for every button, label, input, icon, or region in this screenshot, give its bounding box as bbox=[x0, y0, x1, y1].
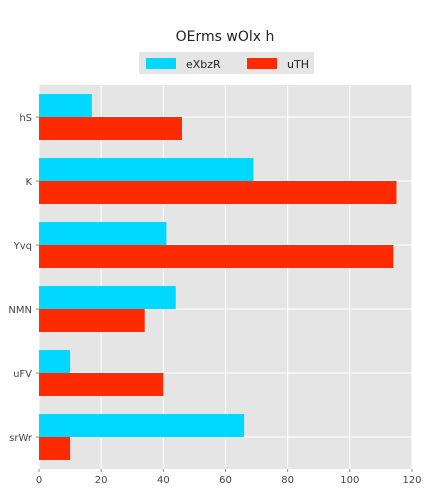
bar-eXbzR-K bbox=[39, 158, 254, 181]
x-tick-label: 100 bbox=[340, 475, 359, 486]
y-axis: hS K Yvq NMN uFV srWr bbox=[8, 113, 39, 444]
bar-uTH-NMN bbox=[39, 309, 145, 332]
bar-eXbzR-uFV bbox=[39, 350, 71, 373]
y-tick-label: uFV bbox=[13, 369, 32, 380]
y-tick-label: Yvq bbox=[13, 241, 32, 252]
y-tick-label: NMN bbox=[8, 305, 32, 316]
x-tick-label: 120 bbox=[402, 475, 421, 486]
x-tick-label: 40 bbox=[157, 475, 170, 486]
y-tick-label: K bbox=[25, 177, 32, 188]
legend-label-uTH: uTH bbox=[287, 58, 309, 71]
bar-eXbzR-srWr bbox=[39, 414, 245, 437]
x-tick-label: 60 bbox=[219, 475, 232, 486]
x-axis: 0 20 40 60 80 100 120 bbox=[36, 469, 422, 486]
x-tick-label: 80 bbox=[281, 475, 294, 486]
bar-eXbzR-Yvq bbox=[39, 222, 167, 245]
bar-uTH-hS bbox=[39, 117, 182, 140]
y-tick-label: srWr bbox=[9, 433, 33, 444]
legend-swatch-eXbzR bbox=[146, 58, 176, 69]
bar-uTH-Yvq bbox=[39, 245, 394, 268]
y-tick-label: hS bbox=[19, 113, 32, 124]
bar-eXbzR-hS bbox=[39, 94, 92, 117]
bar-eXbzR-NMN bbox=[39, 286, 176, 309]
bars bbox=[39, 94, 397, 460]
x-tick-label: 20 bbox=[95, 475, 108, 486]
x-tick-label: 0 bbox=[36, 475, 42, 486]
bar-uTH-uFV bbox=[39, 373, 164, 396]
legend: eXbzR uTH bbox=[139, 52, 314, 74]
chart-title: OErms wOlx h bbox=[176, 29, 275, 45]
bar-uTH-srWr bbox=[39, 437, 71, 460]
legend-label-eXbzR: eXbzR bbox=[186, 58, 221, 71]
legend-swatch-uTH bbox=[247, 58, 277, 69]
bar-uTH-K bbox=[39, 181, 397, 204]
